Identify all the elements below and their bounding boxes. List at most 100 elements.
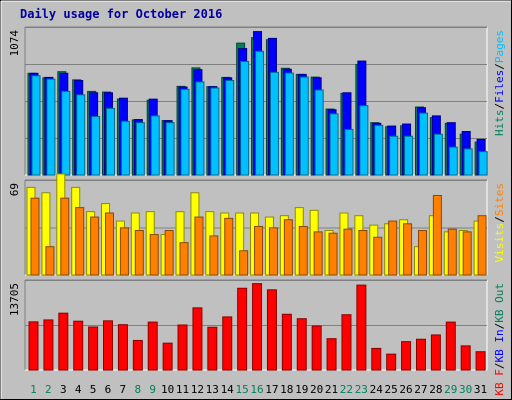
bar-pages-day-23 [359,105,369,176]
bar-kb-f-day-25 [386,353,397,371]
x-tick-label-day-17: 17 [265,383,278,396]
legend-entry: / [493,216,506,223]
x-tick-label-day-27: 27 [414,383,427,396]
bar-kb-f-day-3 [58,312,69,371]
bar-sites-day-16 [254,225,264,276]
bar-sites-day-14 [224,217,234,276]
x-tick-label-day-12: 12 [191,383,204,396]
bar-sites-day-11 [179,242,189,276]
bar-pages-day-5 [91,116,101,176]
bar-pages-day-26 [404,135,414,176]
bar-sites-day-6 [105,212,115,276]
bar-kb-f-day-12 [192,307,203,371]
bar-pages-day-1 [31,75,41,176]
bar-kb-f-day-10 [162,342,173,371]
bar-kb-f-day-15 [237,287,248,371]
bar-kb-f-day-30 [460,345,471,371]
bar-pages-day-6 [106,107,116,176]
bar-kb-f-day-17 [266,289,277,371]
bar-kb-f-day-7 [117,324,128,371]
bar-kb-f-day-28 [430,334,441,371]
bar-sites-day-27 [417,230,427,276]
x-tick-label-day-2: 2 [45,383,52,396]
bar-pages-day-21 [329,113,339,176]
bar-pages-day-31 [478,151,488,176]
x-tick-label-day-10: 10 [161,383,174,396]
bar-sites-day-12 [194,216,204,276]
bar-kb-f-day-24 [371,347,382,371]
bar-sites-day-7 [119,227,129,276]
bar-sites-day-15 [239,250,249,276]
legend-entry: Hits [493,110,506,137]
legend-entry: KB F [493,369,506,396]
legend-entry: / [493,63,506,70]
bar-kb-f-day-27 [415,338,426,371]
bar-pages-day-8 [135,122,145,176]
x-tick-label-day-18: 18 [280,383,293,396]
legend-entry: / [493,323,506,330]
x-tick-label-day-7: 7 [120,383,127,396]
x-tick-label-day-29: 29 [444,383,457,396]
bar-kb-f-day-1 [28,321,39,371]
bar-sites-day-23 [358,230,368,276]
bar-kb-f-day-23 [356,284,367,371]
bar-sites-day-28 [432,194,442,276]
bar-sites-day-2 [45,246,55,276]
bar-kb-f-day-2 [43,319,54,371]
bar-pages-day-20 [314,89,324,176]
legend-entry: Files [493,70,506,103]
bar-sites-day-1 [30,197,40,276]
bar-kb-f-day-11 [177,324,188,371]
legend-entry: KB In [493,329,506,362]
bar-kb-f-day-5 [88,326,99,371]
legend-entry: Visits [493,223,506,263]
legend-entry: Sites [493,183,506,216]
chart-title: Daily usage for October 2016 [20,7,222,21]
x-tick-label-day-22: 22 [340,383,353,396]
bar-sites-day-21 [328,232,338,276]
bar-pages-day-16 [255,50,265,176]
legend-kb: KB F/KB In/KB Out [493,283,506,396]
ymax-label-kb: 13705 [8,283,21,316]
x-tick-label-day-26: 26 [399,383,412,396]
x-tick-label-day-19: 19 [295,383,308,396]
bar-kb-f-day-13 [207,326,218,371]
x-tick-label-day-28: 28 [429,383,442,396]
x-tick-label-day-25: 25 [385,383,398,396]
bar-pages-day-17 [269,71,279,176]
bar-kb-f-day-16 [252,283,263,371]
bar-sites-day-3 [60,197,70,276]
x-tick-label-day-21: 21 [325,383,338,396]
legend-visits-sites: Visits/Sites [493,183,506,263]
x-tick-label-day-14: 14 [221,383,235,396]
ymax-label-visits-sites: 69 [8,183,21,196]
bar-sites-day-18 [283,219,293,276]
x-tick-label-day-3: 3 [60,383,67,396]
bar-sites-day-4 [75,207,85,276]
ymax-label-hits-files-pages: 1074 [8,30,21,57]
bar-sites-day-13 [209,235,219,276]
bar-pages-day-9 [150,115,160,176]
x-tick-label-day-23: 23 [355,383,368,396]
x-tick-label-day-8: 8 [134,383,141,396]
bar-sites-day-26 [403,223,413,276]
bar-pages-day-11 [180,88,190,176]
legend-entry: / [493,103,506,110]
bar-pages-day-19 [299,76,309,176]
x-tick-label-day-9: 9 [149,383,156,396]
x-tick-label-day-1: 1 [30,383,37,396]
x-tick-label-day-6: 6 [105,383,112,396]
bar-sites-day-30 [462,231,472,276]
x-tick-label-day-5: 5 [90,383,97,396]
bar-kb-f-day-20 [311,325,322,371]
legend-entry: Pages [493,30,506,63]
bar-pages-day-29 [448,146,458,176]
bar-pages-day-3 [61,90,71,176]
x-tick-label-day-11: 11 [176,383,189,396]
bar-sites-day-29 [447,228,457,276]
bar-kb-f-day-21 [326,338,337,371]
bar-kb-f-day-6 [103,320,114,371]
bar-pages-day-4 [76,94,86,176]
bar-pages-day-2 [46,78,56,176]
